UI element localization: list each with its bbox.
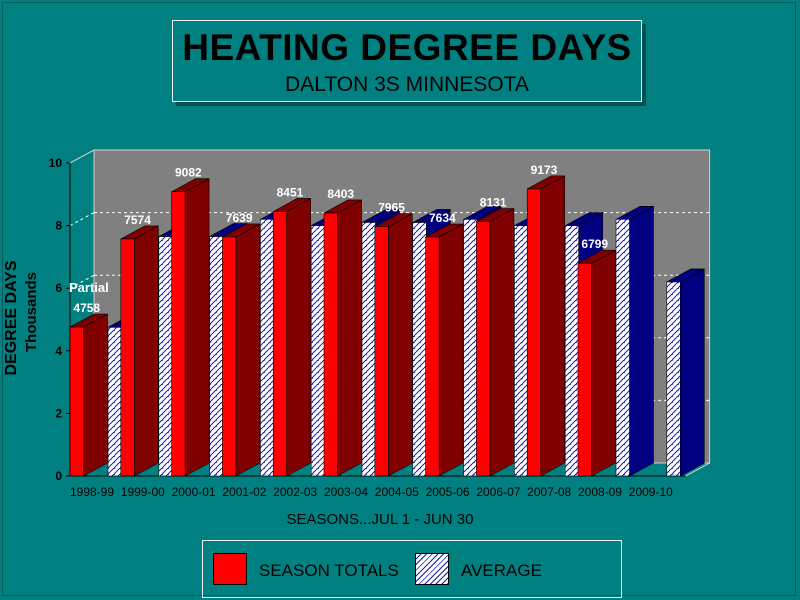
y-tick-label: 2 xyxy=(55,406,62,420)
data-label: 8451 xyxy=(277,185,304,199)
bar-season-side xyxy=(83,313,108,477)
bar-season xyxy=(120,225,159,477)
bar-season xyxy=(222,223,261,477)
data-label: 8131 xyxy=(480,195,507,209)
title-box: HEATING DEGREE DAYS DALTON 3S MINNESOTA xyxy=(172,20,642,102)
legend-label-season: SEASON TOTALS xyxy=(259,561,399,580)
bar-season-side xyxy=(387,213,413,477)
bar-season-side xyxy=(134,225,159,477)
y-tick-label: 0 xyxy=(55,469,62,483)
bar-average-front xyxy=(107,327,122,477)
data-label: 6799 xyxy=(581,237,608,251)
bar-average-front xyxy=(158,236,173,477)
bar-season-front xyxy=(425,236,440,477)
x-tick-label: 2004-05 xyxy=(375,485,419,499)
y-tick-label: 4 xyxy=(55,344,62,358)
bar-season xyxy=(425,223,464,477)
bar-season-side xyxy=(489,207,515,477)
chart-text: 0 2 4 6 8 10 4758 1998-99 7574 1999-00 9082 2000-01… xyxy=(3,156,673,528)
bar-average-front xyxy=(564,225,580,477)
annotation: Partial xyxy=(69,280,109,295)
bar-average-front xyxy=(615,219,630,477)
bar-season-front xyxy=(476,221,491,477)
x-tick-label: 1998-99 xyxy=(70,485,114,499)
data-label: 8403 xyxy=(327,187,354,201)
bar-season-front xyxy=(374,226,389,477)
bar-season-side xyxy=(184,178,210,477)
y-tick-label: 6 xyxy=(55,281,62,295)
bar-season-front xyxy=(323,212,338,477)
x-tick-label: 2003-04 xyxy=(324,485,368,499)
bar-season-side xyxy=(540,175,566,477)
bar-average-front xyxy=(463,219,478,477)
gridline-side xyxy=(69,274,95,289)
x-tick-label: 2006-07 xyxy=(476,485,520,499)
x-tick-label: 2008-09 xyxy=(578,485,622,499)
bar-average-front xyxy=(666,281,681,477)
y-axis-label: DEGREE DAYS xyxy=(3,260,20,375)
bar-average-front xyxy=(514,225,529,477)
bar-average-front xyxy=(260,219,275,477)
chart-subtitle: DALTON 3S MINNESOTA xyxy=(285,73,529,96)
bar-average-front xyxy=(209,236,224,477)
bar-average-front xyxy=(310,225,326,477)
bar-season-side xyxy=(337,199,362,477)
bar-average-side xyxy=(679,268,705,477)
bar-season xyxy=(476,207,515,477)
data-label: 7965 xyxy=(378,201,405,215)
bar-average xyxy=(666,268,705,477)
y-tick-label: 10 xyxy=(49,156,63,170)
x-tick-label: 2001-02 xyxy=(222,485,266,499)
bar-season-side xyxy=(235,223,261,477)
y-tick-label: 8 xyxy=(55,219,62,233)
gridline-side xyxy=(69,212,95,227)
bar-average-front xyxy=(361,222,376,477)
y-axis-label-units: Thousands xyxy=(23,272,40,352)
x-tick-label: 2007-08 xyxy=(527,485,571,499)
bar-season-side xyxy=(286,197,312,477)
bar-season xyxy=(526,175,566,477)
data-label: 7639 xyxy=(226,211,253,225)
bar-season xyxy=(272,197,312,477)
bar-season-front xyxy=(272,211,288,477)
bars xyxy=(69,175,705,477)
bar-season-front xyxy=(526,188,542,477)
bar-season xyxy=(323,199,362,477)
bar-season-side xyxy=(438,223,464,477)
legend-label-average: AVERAGE xyxy=(461,561,542,580)
data-label: 4758 xyxy=(73,301,100,315)
x-tick-label: 2000-01 xyxy=(172,485,216,499)
data-label: 9173 xyxy=(531,163,558,177)
bar-season-front xyxy=(69,326,84,477)
bar-season xyxy=(69,313,108,477)
legend-swatch-season xyxy=(213,553,247,585)
data-label: 9082 xyxy=(175,166,202,180)
data-label: 7574 xyxy=(124,213,151,227)
chart-title: HEATING DEGREE DAYS xyxy=(182,27,632,68)
data-label: 7634 xyxy=(429,211,456,225)
x-tick-label: 2009-10 xyxy=(629,485,673,499)
x-axis-label: SEASONS...JUL 1 - JUN 30 xyxy=(286,511,473,528)
bar-season-front xyxy=(120,238,135,477)
bar-season-side xyxy=(591,249,616,477)
bar-season xyxy=(374,213,413,477)
bar-season-front xyxy=(222,236,237,477)
x-tick-label: 2005-06 xyxy=(426,485,470,499)
x-tick-label: 1999-00 xyxy=(121,485,165,499)
bar-season-front xyxy=(171,191,186,477)
legend: SEASON TOTALS AVERAGE xyxy=(202,540,622,598)
bar-average-front xyxy=(412,222,427,477)
legend-swatch-average xyxy=(415,553,449,585)
bar-season-front xyxy=(577,262,592,477)
x-tick-label: 2002-03 xyxy=(273,485,317,499)
bar-average-side xyxy=(629,205,654,477)
bar-average xyxy=(615,205,654,477)
bar-season xyxy=(171,178,210,477)
bar-season xyxy=(577,249,616,477)
